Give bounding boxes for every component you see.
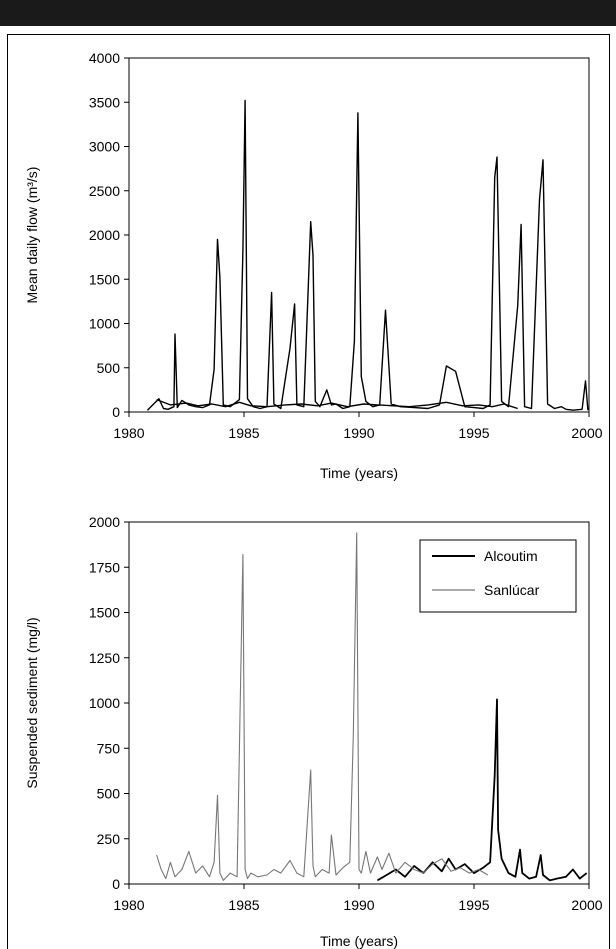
y-tick-label: 500: [97, 360, 121, 376]
y-tick-label: 1000: [89, 695, 120, 711]
x-tick-label: 1995: [458, 897, 489, 913]
x-tick-label: 1990: [343, 425, 374, 441]
header-bar: [0, 0, 616, 26]
x-axis-label: Time (years): [320, 933, 398, 949]
series-group: [156, 532, 588, 882]
x-tick-label: 2000: [571, 897, 602, 913]
x-tick-label: 1985: [228, 425, 259, 441]
series-line-alcoutim: [376, 698, 588, 882]
series-line-0: [146, 99, 589, 411]
y-tick-label: 0: [112, 876, 120, 892]
y-tick-label: 1500: [89, 271, 120, 287]
y-tick-label: 1000: [89, 316, 120, 332]
legend-label-sanlucar: Sanlúcar: [484, 582, 540, 598]
legend-label-alcoutim: Alcoutim: [484, 548, 538, 564]
y-axis-label: Suspended sediment (mg/l): [24, 617, 40, 788]
x-tick-label: 2000: [571, 425, 602, 441]
figure-frame: [7, 34, 610, 949]
series-line-sanlcar: [156, 532, 489, 881]
x-tick-label: 1980: [113, 425, 144, 441]
y-tick-label: 3000: [89, 139, 120, 155]
y-tick-label: 500: [97, 786, 121, 802]
y-axis-ticks: 0 500 1000 1500 2000 2500 3000 3500 4000: [89, 50, 129, 420]
y-tick-label: 1750: [89, 559, 120, 575]
y-tick-label: 250: [97, 831, 121, 847]
legend: Alcoutim Sanlúcar: [419, 539, 577, 613]
y-tick-label: 4000: [89, 50, 120, 66]
x-tick-label: 1990: [343, 897, 374, 913]
x-axis-ticks: 1980 1985 1990 1995 2000: [113, 412, 603, 441]
series-line-1: [156, 398, 518, 410]
x-axis-ticks: 1980 1985 1990 1995 2000: [113, 884, 603, 913]
y-axis-ticks: 0 250 500 750 1000 1250 1500 1750 2000: [89, 514, 129, 892]
x-tick-label: 1985: [228, 897, 259, 913]
y-axis-label: Mean daily flow (m³/s): [24, 167, 40, 304]
y-tick-label: 2500: [89, 183, 120, 199]
y-tick-label: 1250: [89, 650, 120, 666]
y-tick-label: 1500: [89, 605, 120, 621]
y-tick-label: 2000: [89, 227, 120, 243]
y-tick-label: 0: [112, 404, 120, 420]
legend-box: [419, 539, 577, 613]
series-group: [146, 99, 589, 411]
x-tick-label: 1980: [113, 897, 144, 913]
y-tick-label: 3500: [89, 94, 120, 110]
x-tick-label: 1995: [458, 425, 489, 441]
y-tick-label: 750: [97, 740, 121, 756]
x-axis-label: Time (years): [320, 465, 398, 481]
y-tick-label: 2000: [89, 514, 120, 530]
